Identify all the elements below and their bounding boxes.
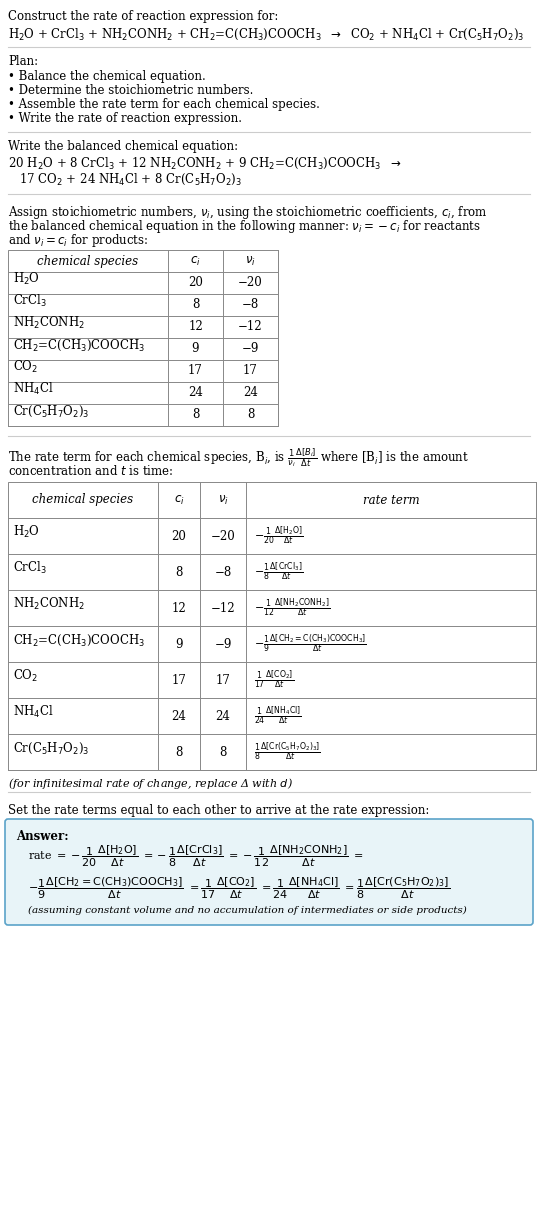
Text: $-\frac{1}{9}\frac{\Delta[\mathrm{CH_2{=}C(CH_3)COOCH_3}]}{\Delta t}$: $-\frac{1}{9}\frac{\Delta[\mathrm{CH_2{=…: [254, 632, 367, 655]
Text: • Assemble the rate term for each chemical species.: • Assemble the rate term for each chemic…: [8, 99, 320, 111]
Text: $\frac{1}{8}\frac{\Delta[\mathrm{Cr(C_5H_7O_2)_3}]}{\Delta t}$: $\frac{1}{8}\frac{\Delta[\mathrm{Cr(C_5H…: [254, 740, 321, 764]
Text: 8: 8: [247, 409, 254, 421]
Text: $-\frac{1}{12}\frac{\Delta[\mathrm{NH_2CONH_2}]}{\Delta t}$: $-\frac{1}{12}\frac{\Delta[\mathrm{NH_2C…: [254, 596, 330, 620]
Text: H$_2$O: H$_2$O: [13, 271, 40, 287]
Text: Set the rate terms equal to each other to arrive at the rate expression:: Set the rate terms equal to each other t…: [8, 804, 429, 817]
Text: 20: 20: [188, 276, 203, 290]
Text: CH$_2$=C(CH$_3$)COOCH$_3$: CH$_2$=C(CH$_3$)COOCH$_3$: [13, 632, 145, 648]
Text: NH$_2$CONH$_2$: NH$_2$CONH$_2$: [13, 315, 85, 331]
Bar: [8, 482, 536, 770]
Text: 8: 8: [192, 409, 199, 421]
Text: 17: 17: [216, 674, 230, 686]
Text: 24: 24: [188, 387, 203, 399]
Text: • Determine the stoichiometric numbers.: • Determine the stoichiometric numbers.: [8, 84, 253, 97]
Text: 9: 9: [175, 637, 183, 650]
Text: 24: 24: [243, 387, 258, 399]
Text: $-\frac{1}{8}\frac{\Delta[\mathrm{CrCl_3}]}{\Delta t}$: $-\frac{1}{8}\frac{\Delta[\mathrm{CrCl_3…: [254, 561, 303, 584]
Text: 17: 17: [172, 674, 187, 686]
Text: CrCl$_3$: CrCl$_3$: [13, 293, 47, 309]
Text: 12: 12: [172, 601, 186, 615]
Text: 17: 17: [243, 365, 258, 377]
Text: $\frac{1}{24}\frac{\Delta[\mathrm{NH_4Cl}]}{\Delta t}$: $\frac{1}{24}\frac{\Delta[\mathrm{NH_4Cl…: [254, 705, 302, 727]
Text: $\frac{1}{17}\frac{\Delta[\mathrm{CO_2}]}{\Delta t}$: $\frac{1}{17}\frac{\Delta[\mathrm{CO_2}]…: [254, 669, 294, 691]
Text: the balanced chemical equation in the following manner: $\nu_i = -c_i$ for react: the balanced chemical equation in the fo…: [8, 218, 481, 235]
Text: 17 CO$_2$ + 24 NH$_4$Cl + 8 Cr(C$_5$H$_7$O$_2$)$_3$: 17 CO$_2$ + 24 NH$_4$Cl + 8 Cr(C$_5$H$_7…: [8, 172, 242, 187]
Text: (assuming constant volume and no accumulation of intermediates or side products): (assuming constant volume and no accumul…: [28, 906, 467, 915]
Text: 8: 8: [192, 298, 199, 312]
Text: −20: −20: [238, 276, 263, 290]
Text: 8: 8: [220, 745, 226, 759]
Text: −20: −20: [210, 530, 236, 542]
Text: • Write the rate of reaction expression.: • Write the rate of reaction expression.: [8, 112, 242, 124]
Text: NH$_4$Cl: NH$_4$Cl: [13, 381, 54, 397]
Text: CrCl$_3$: CrCl$_3$: [13, 561, 47, 577]
Text: Cr(C$_5$H$_7$O$_2$)$_3$: Cr(C$_5$H$_7$O$_2$)$_3$: [13, 403, 89, 419]
Text: −12: −12: [238, 320, 263, 334]
Text: rate $= -\dfrac{1}{20}\dfrac{\Delta[\mathrm{H_2O}]}{\Delta t}$ $= -\dfrac{1}{8}\: rate $= -\dfrac{1}{20}\dfrac{\Delta[\mat…: [28, 844, 364, 870]
Text: $c_i$: $c_i$: [190, 255, 201, 267]
Text: CH$_2$=C(CH$_3$)COOCH$_3$: CH$_2$=C(CH$_3$)COOCH$_3$: [13, 338, 145, 352]
Text: $-\frac{1}{20}\frac{\Delta[\mathrm{H_2O}]}{\Delta t}$: $-\frac{1}{20}\frac{\Delta[\mathrm{H_2O}…: [254, 525, 304, 547]
Text: chemical species: chemical species: [32, 494, 133, 506]
Text: Construct the rate of reaction expression for:: Construct the rate of reaction expressio…: [8, 10, 278, 23]
Text: The rate term for each chemical species, B$_i$, is $\frac{1}{\nu_i}\frac{\Delta[: The rate term for each chemical species,…: [8, 446, 469, 468]
Bar: [8, 250, 278, 426]
Text: −8: −8: [214, 565, 232, 579]
Text: $\nu_i$: $\nu_i$: [245, 255, 256, 267]
Text: rate term: rate term: [363, 494, 419, 506]
Text: $-\dfrac{1}{9}\dfrac{\Delta[\mathrm{CH_2{=}C(CH_3)COOCH_3}]}{\Delta t}$ $= \dfra: $-\dfrac{1}{9}\dfrac{\Delta[\mathrm{CH_2…: [28, 876, 450, 902]
Text: CO$_2$: CO$_2$: [13, 359, 38, 375]
Text: H$_2$O + CrCl$_3$ + NH$_2$CONH$_2$ + CH$_2$=C(CH$_3$)COOCH$_3$  $\rightarrow$  C: H$_2$O + CrCl$_3$ + NH$_2$CONH$_2$ + CH$…: [8, 27, 525, 42]
Text: 24: 24: [172, 710, 187, 722]
Text: 8: 8: [175, 565, 183, 579]
Text: −9: −9: [214, 637, 232, 650]
Text: Answer:: Answer:: [16, 830, 69, 843]
Text: 20 H$_2$O + 8 CrCl$_3$ + 12 NH$_2$CONH$_2$ + 9 CH$_2$=C(CH$_3$)COOCH$_3$  $\righ: 20 H$_2$O + 8 CrCl$_3$ + 12 NH$_2$CONH$_…: [8, 156, 401, 171]
Text: 24: 24: [216, 710, 230, 722]
Text: Write the balanced chemical equation:: Write the balanced chemical equation:: [8, 140, 238, 153]
Text: −8: −8: [242, 298, 259, 312]
Text: concentration and $t$ is time:: concentration and $t$ is time:: [8, 464, 174, 478]
Text: 12: 12: [188, 320, 203, 334]
FancyBboxPatch shape: [5, 819, 533, 925]
Text: H$_2$O: H$_2$O: [13, 524, 40, 540]
Text: Assign stoichiometric numbers, $\nu_i$, using the stoichiometric coefficients, $: Assign stoichiometric numbers, $\nu_i$, …: [8, 205, 487, 221]
Text: NH$_4$Cl: NH$_4$Cl: [13, 703, 54, 719]
Text: NH$_2$CONH$_2$: NH$_2$CONH$_2$: [13, 596, 85, 612]
Text: 20: 20: [172, 530, 187, 542]
Text: and $\nu_i = c_i$ for products:: and $\nu_i = c_i$ for products:: [8, 232, 148, 249]
Text: chemical species: chemical species: [38, 255, 139, 267]
Text: Plan:: Plan:: [8, 55, 38, 68]
Text: 9: 9: [192, 342, 199, 356]
Text: 17: 17: [188, 365, 203, 377]
Text: −12: −12: [211, 601, 235, 615]
Text: 8: 8: [175, 745, 183, 759]
Text: CO$_2$: CO$_2$: [13, 668, 38, 684]
Text: $\nu_i$: $\nu_i$: [217, 494, 229, 506]
Text: • Balance the chemical equation.: • Balance the chemical equation.: [8, 70, 206, 83]
Text: −9: −9: [242, 342, 259, 356]
Text: $c_i$: $c_i$: [174, 494, 185, 506]
Text: Cr(C$_5$H$_7$O$_2$)$_3$: Cr(C$_5$H$_7$O$_2$)$_3$: [13, 740, 89, 755]
Text: (for infinitesimal rate of change, replace Δ with $d$): (for infinitesimal rate of change, repla…: [8, 776, 293, 791]
